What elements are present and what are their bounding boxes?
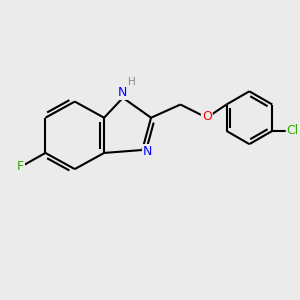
Text: N: N xyxy=(118,86,128,99)
Text: H: H xyxy=(128,76,136,87)
Text: F: F xyxy=(17,160,24,172)
Text: N: N xyxy=(143,145,152,158)
Text: Cl: Cl xyxy=(287,124,299,137)
Text: O: O xyxy=(202,110,212,123)
